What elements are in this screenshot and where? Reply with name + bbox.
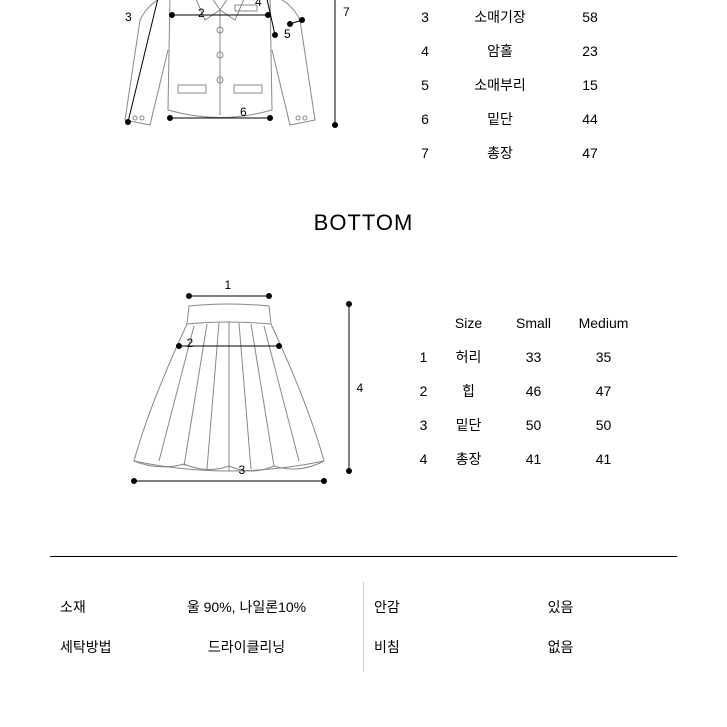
row-small: 33 [499,349,569,365]
row-val: 15 [560,77,620,93]
annot-6: 6 [240,105,247,119]
row-idx: 4 [409,451,439,467]
info-row: 비침 없음 [374,627,667,667]
table-row: 2 힙 46 47 [409,374,639,408]
info-key: 소재 [60,597,140,617]
table-row: 1 허리 33 35 [409,340,639,374]
row-label: 소매기장 [440,7,560,27]
info-key: 안감 [374,597,454,617]
row-val: 23 [560,43,620,59]
col-medium: Medium [569,315,639,331]
info-row: 세탁방법 드라이클리닝 [60,627,353,667]
table-row: 7 총장 47 [410,136,677,170]
row-medium: 47 [569,383,639,399]
row-label: 힙 [439,381,499,401]
col-size: Size [439,315,499,331]
bottom-section: BOTTOM [50,210,677,506]
row-medium: 35 [569,349,639,365]
jacket-diagram: 1 2 3 4 5 6 7 [50,0,390,170]
row-label: 밑단 [439,415,499,435]
row-idx: 3 [410,9,440,25]
annot-5: 5 [284,27,291,41]
row-label: 총장 [440,143,560,163]
info-key: 비침 [374,637,454,657]
annot-3: 3 [125,10,132,24]
row-small: 50 [499,417,569,433]
row-small: 46 [499,383,569,399]
divider [50,556,677,557]
annot-b3: 3 [239,463,246,477]
table-row: 3 소매기장 58 [410,0,677,34]
info-row: 안감 있음 [374,587,667,627]
annot-b4: 4 [357,381,364,395]
info-value: 없음 [454,637,667,657]
row-val: 44 [560,111,620,127]
info-col-left: 소재 울 90%, 나일론10% 세탁방법 드라이클리닝 [50,587,363,667]
top-section: 1 2 3 4 5 6 7 3 소매기장 58 4 암홀 23 5 소매부리 1… [50,0,677,170]
info-key: 세탁방법 [60,637,140,657]
bottom-size-table: Size Small Medium 1 허리 33 35 2 힙 46 47 [409,266,639,476]
info-row: 소재 울 90%, 나일론10% [60,587,353,627]
row-idx: 3 [409,417,439,433]
row-label: 허리 [439,347,499,367]
skirt-diagram: 1 2 3 4 [89,266,369,506]
row-idx: 2 [409,383,439,399]
info-value: 있음 [454,597,667,617]
row-label: 암홀 [440,41,560,61]
table-header: Size Small Medium [409,306,639,340]
table-row: 5 소매부리 15 [410,68,677,102]
row-small: 41 [499,451,569,467]
top-size-table: 3 소매기장 58 4 암홀 23 5 소매부리 15 6 밑단 44 7 총장 [390,0,677,170]
row-label: 소매부리 [440,75,560,95]
annot-7: 7 [343,5,350,19]
info-col-right: 안감 있음 비침 없음 [364,587,677,667]
annot-b2: 2 [187,336,194,350]
row-idx: 7 [410,145,440,161]
row-label: 총장 [439,449,499,469]
row-idx: 4 [410,43,440,59]
row-idx: 1 [409,349,439,365]
info-value: 울 90%, 나일론10% [140,597,353,617]
row-idx: 5 [410,77,440,93]
bottom-title: BOTTOM [50,210,677,236]
row-label: 밑단 [440,109,560,129]
table-row: 4 총장 41 41 [409,442,639,476]
row-medium: 41 [569,451,639,467]
table-row: 4 암홀 23 [410,34,677,68]
row-medium: 50 [569,417,639,433]
annot-2: 2 [198,6,205,20]
row-idx: 6 [410,111,440,127]
info-value: 드라이클리닝 [140,637,353,657]
table-row: 6 밑단 44 [410,102,677,136]
info-grid: 소재 울 90%, 나일론10% 세탁방법 드라이클리닝 안감 있음 비침 없음 [50,587,677,667]
annot-4: 4 [255,0,262,9]
row-val: 58 [560,9,620,25]
row-val: 47 [560,145,620,161]
col-small: Small [499,315,569,331]
table-row: 3 밑단 50 50 [409,408,639,442]
annot-b1: 1 [225,278,232,292]
